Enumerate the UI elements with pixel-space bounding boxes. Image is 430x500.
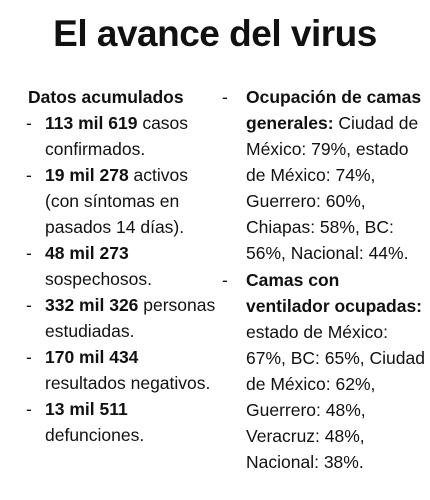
people-studied-label: personas estudiadas. (45, 295, 216, 341)
bed-occupancy-list: - Ocupación de camas generales: Ciudad d… (222, 84, 427, 475)
ventilator-beds-heading: Camas con ventilador ocupadas: (246, 270, 423, 316)
list-item-ventilator-beds: - Camas con ventilador ocupadas: estado … (222, 267, 427, 475)
bed-occupancy-column: - Ocupación de camas generales: Ciudad d… (222, 84, 427, 475)
dash-bullet-icon: - (26, 113, 32, 133)
list-item-negative-results: - 170 mil 434 resultados negativos. (26, 344, 222, 396)
list-item-active-cases: - 19 mil 278 activos (con síntomas en pa… (26, 162, 222, 240)
suspected-value: 48 mil 273 (45, 243, 129, 263)
list-item-confirmed-cases: - 113 mil 619 casos confirmados. (26, 110, 222, 162)
ventilator-beds-text: estado de México: 67%, BC: 65%, Ciudad d… (246, 322, 425, 472)
general-beds-heading: Ocupación de camas generales: (246, 87, 422, 133)
list-item-deaths: - 13 mil 511 defunciones. (26, 396, 222, 448)
deaths-label: defunciones. (45, 425, 145, 445)
dash-bullet-icon: - (222, 270, 228, 290)
cumulative-data-column: Datos acumulados - 113 mil 619 casos con… (26, 84, 222, 448)
list-item-suspected: - 48 mil 273 sospechosos. (26, 240, 222, 292)
active-cases-label: activos (con síntomas en pasados 14 días… (45, 165, 188, 237)
confirmed-cases-value: 113 mil 619 (45, 113, 138, 133)
general-beds-text: Ciudad de México: 79%, estado de México:… (246, 113, 419, 263)
dash-bullet-icon: - (26, 399, 32, 419)
dash-bullet-icon: - (26, 165, 32, 185)
dash-bullet-icon: - (26, 243, 32, 263)
cumulative-data-list: - 113 mil 619 casos confirmados. - 19 mi… (26, 110, 222, 448)
people-studied-value: 332 mil 326 (45, 295, 139, 315)
active-cases-value: 19 mil 278 (45, 165, 129, 185)
cumulative-data-heading: Datos acumulados (28, 87, 184, 107)
list-item-people-studied: - 332 mil 326 personas estudiadas. (26, 292, 222, 344)
negative-results-value: 170 mil 434 (45, 347, 139, 367)
dash-bullet-icon: - (26, 347, 32, 367)
suspected-label: sospechosos. (45, 269, 153, 289)
dash-bullet-icon: - (26, 295, 32, 315)
page-title: El avance del virus (53, 13, 377, 54)
negative-results-label: resultados negativos. (45, 373, 211, 393)
confirmed-cases-label: casos confirmados. (45, 113, 189, 159)
list-item-general-beds: - Ocupación de camas generales: Ciudad d… (222, 84, 427, 266)
deaths-value: 13 mil 511 (45, 399, 128, 419)
dash-bullet-icon: - (222, 87, 228, 107)
